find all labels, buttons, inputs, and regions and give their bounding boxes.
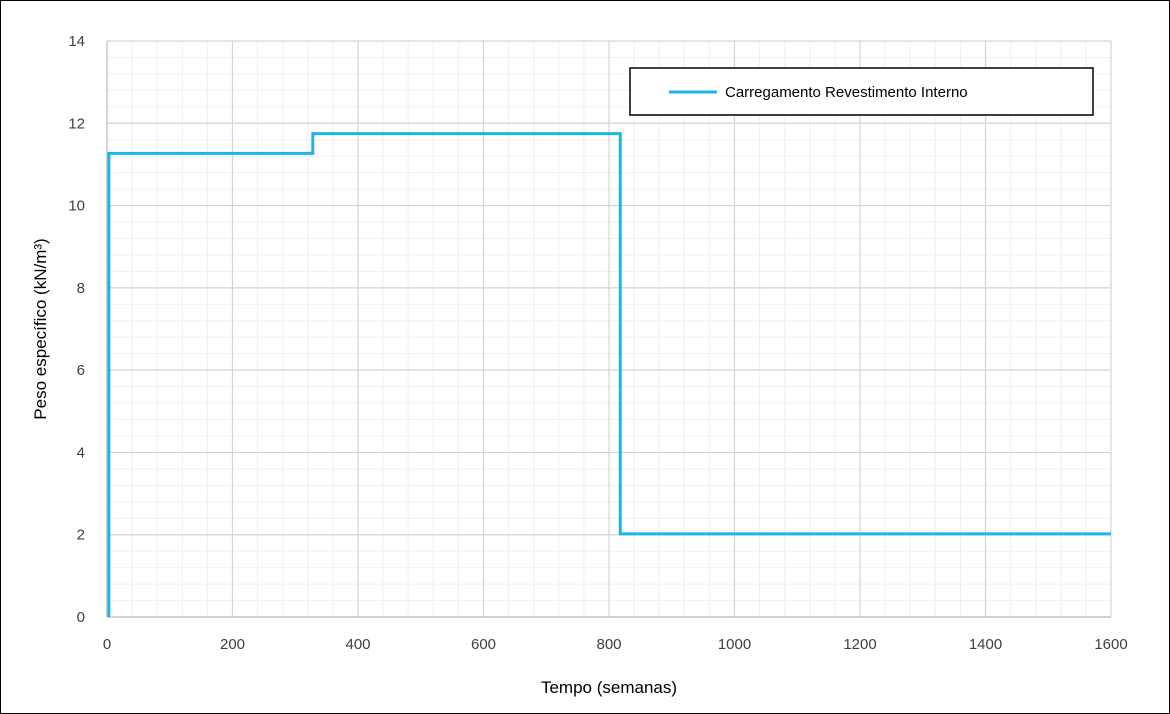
series-line xyxy=(107,132,1111,617)
axes xyxy=(106,41,1111,618)
y-tick-label: 8 xyxy=(77,280,85,297)
x-tick-labels: 0 200 400 600 800 1000 1200 1400 1600 xyxy=(103,636,1128,653)
series-group xyxy=(107,132,1111,617)
x-tick-label: 1600 xyxy=(1094,636,1127,653)
x-tick-label: 1400 xyxy=(969,636,1002,653)
y-tick-label: 2 xyxy=(77,527,85,544)
y-tick-label: 0 xyxy=(77,609,85,626)
y-tick-label: 6 xyxy=(77,362,85,379)
y-tick-label: 12 xyxy=(68,115,85,132)
x-tick-label: 200 xyxy=(220,636,245,653)
y-tick-label: 10 xyxy=(68,198,85,215)
legend-label: Carregamento Revestimento Interno xyxy=(725,84,968,101)
y-tick-labels: 0 2 4 6 8 10 12 14 xyxy=(68,33,85,626)
x-axis-title: Tempo (semanas) xyxy=(541,678,677,697)
y-tick-label: 4 xyxy=(77,444,85,461)
x-tick-label: 1000 xyxy=(718,636,751,653)
major-gridlines xyxy=(106,40,1112,618)
legend: Carregamento Revestimento Interno xyxy=(629,67,1094,116)
y-axis-title: Peso específico (kN/m³) xyxy=(31,238,50,419)
x-tick-label: 600 xyxy=(471,636,496,653)
y-tick-label: 14 xyxy=(68,33,85,50)
x-tick-label: 0 xyxy=(103,636,111,653)
x-tick-label: 400 xyxy=(345,636,370,653)
x-tick-label: 1200 xyxy=(843,636,876,653)
x-tick-label: 800 xyxy=(596,636,621,653)
